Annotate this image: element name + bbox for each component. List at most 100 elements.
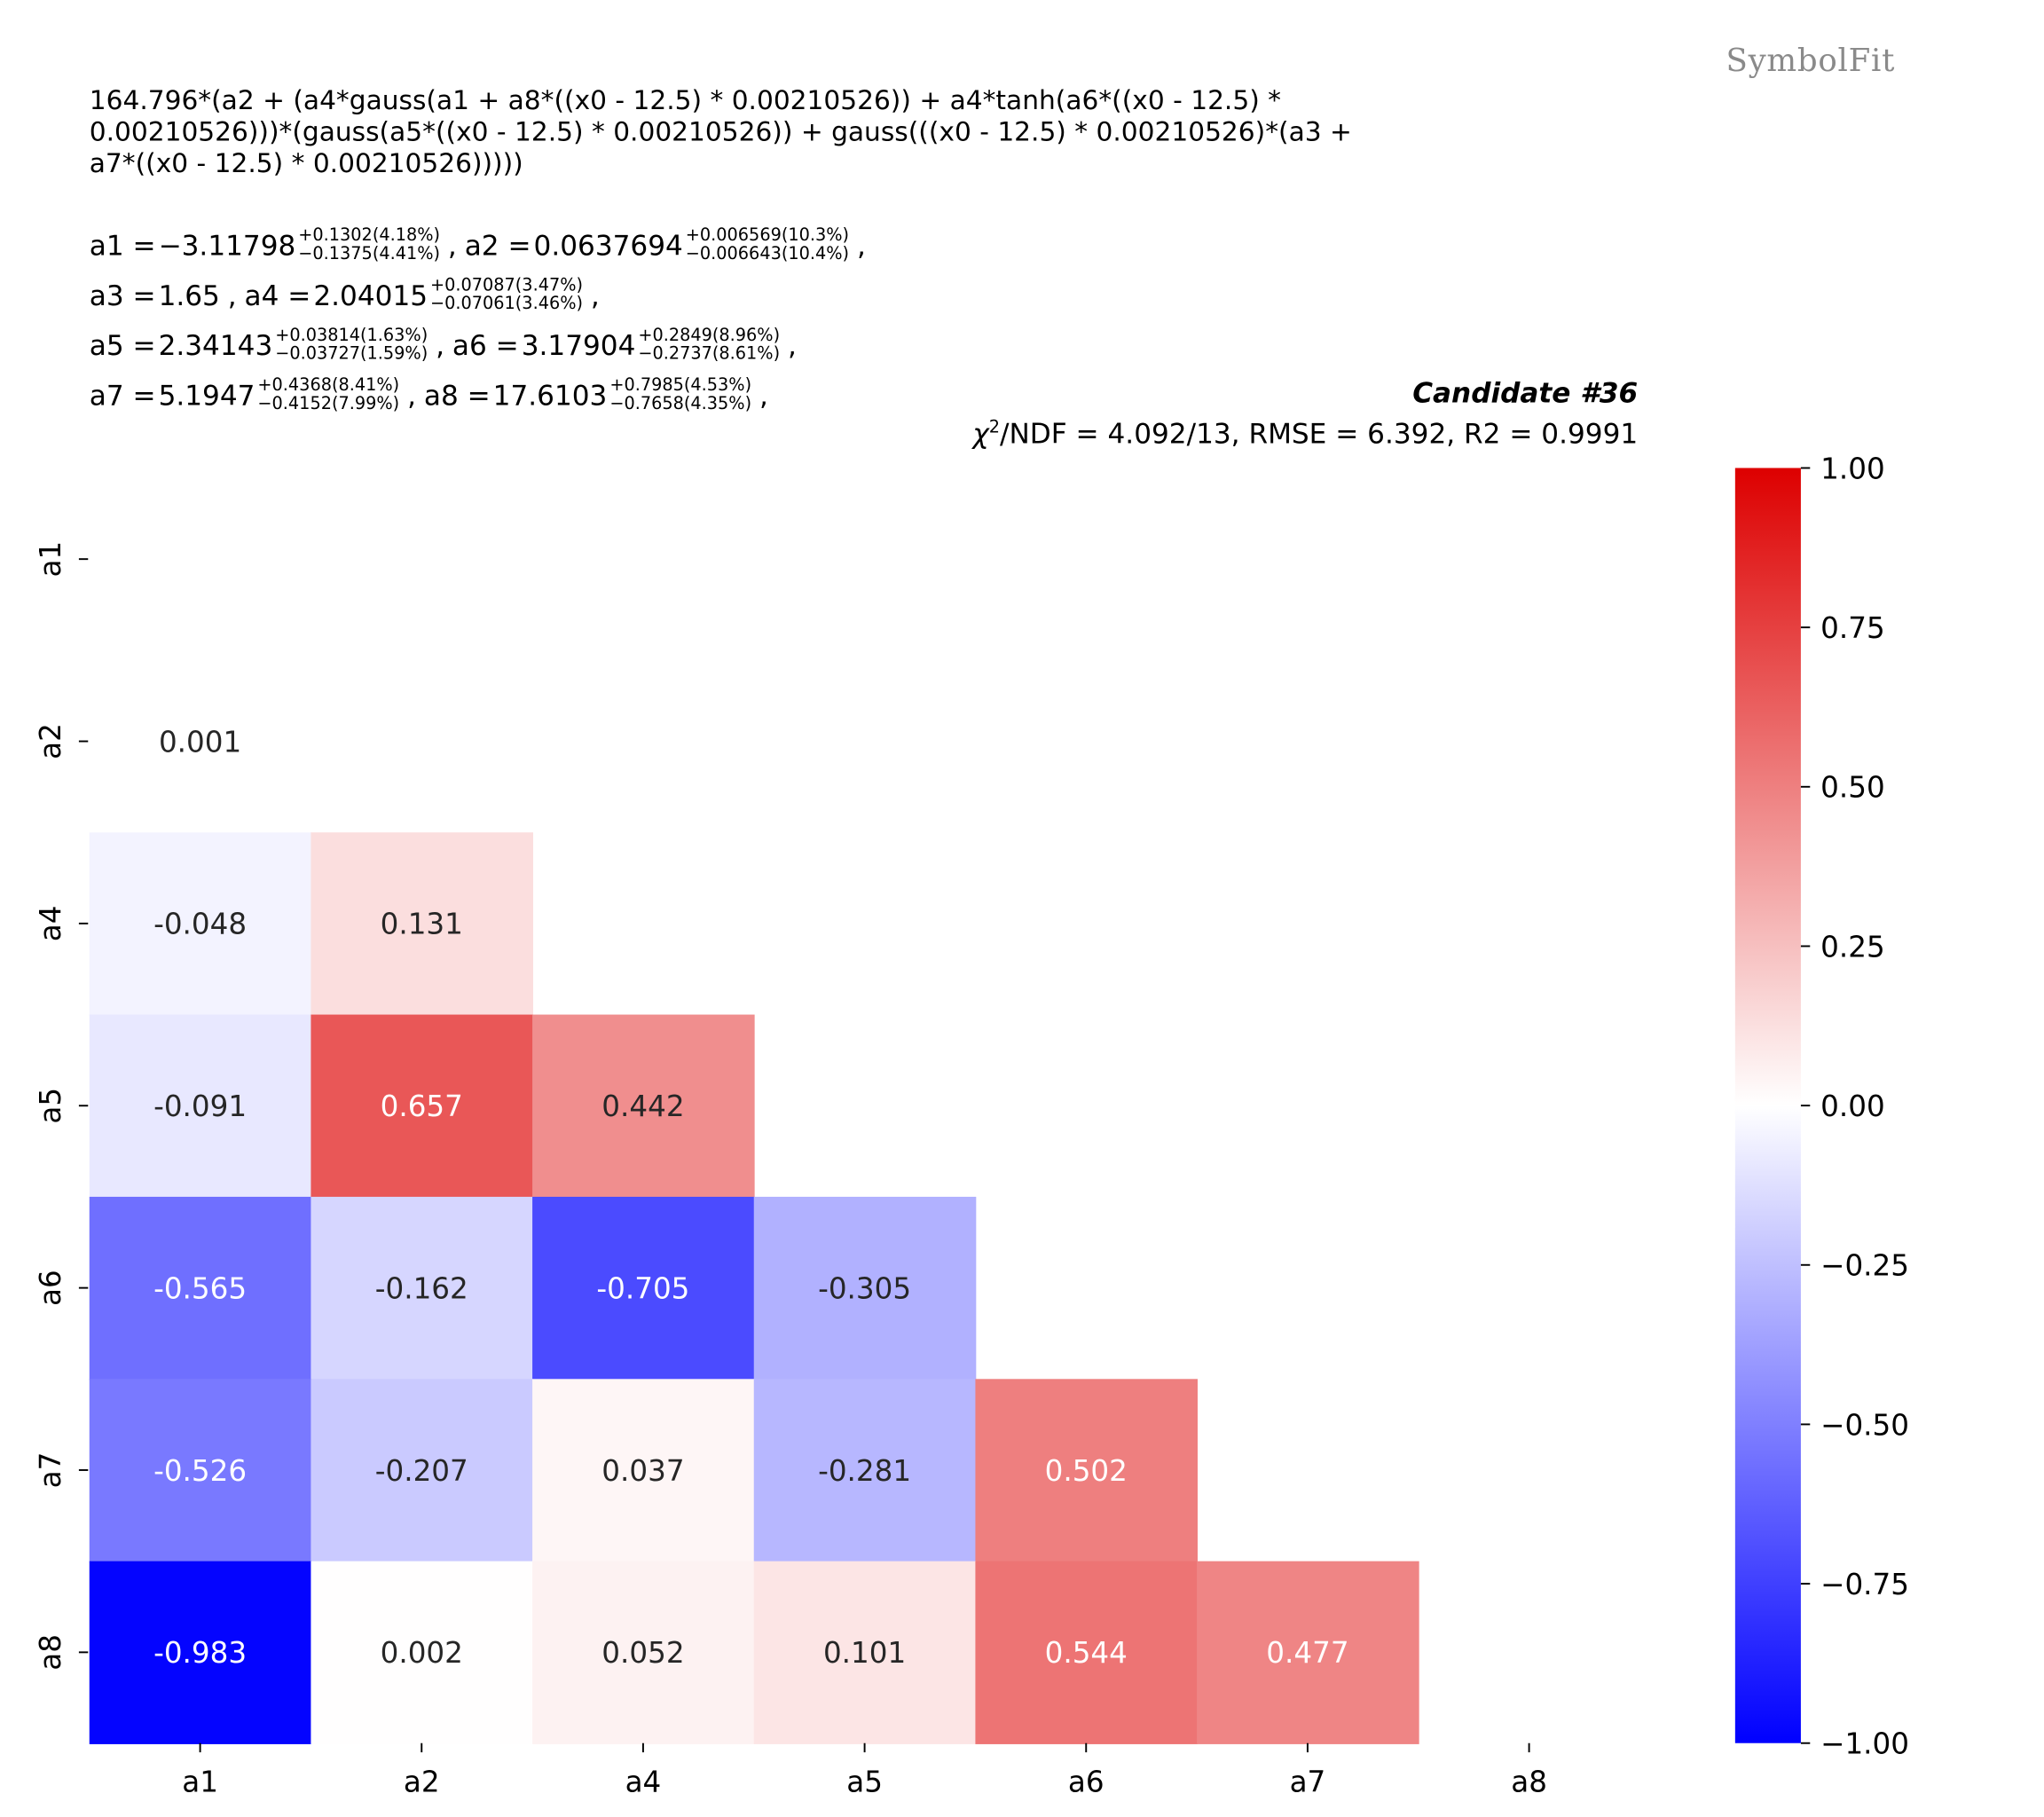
param-a1: a1 = −3.11798 +0.1302(4.18%) −0.1375(4.41%… [90, 227, 440, 264]
fit-parameters: a1 = −3.11798 +0.1302(4.18%) −0.1375(4.41%… [90, 221, 874, 421]
separator: , [227, 279, 237, 312]
param-error-up: +0.2849(8.96%) [638, 326, 781, 346]
param-error-down: −0.2737(8.61%) [638, 344, 781, 365]
x-tick-label: a7 [1290, 1766, 1326, 1799]
param-uncertainty: +0.03814(1.63%) −0.03727(1.59%) [275, 326, 428, 365]
param-error-up: +0.7985(4.53%) [609, 375, 752, 396]
param-error-down: −0.07061(3.46%) [430, 294, 584, 315]
colorbar-tick-label: 0.50 [1820, 771, 1885, 805]
colorbar-tick-label: 0.75 [1820, 611, 1885, 645]
param-value: −3.11798 [158, 230, 296, 262]
cell-value-label: 0.002 [381, 1636, 463, 1670]
heatmap-cell [975, 1379, 1198, 1562]
x-tick-label: a8 [1511, 1766, 1547, 1799]
y-tick-label: a6 [34, 1270, 67, 1306]
cell-value-label: 0.001 [159, 725, 241, 759]
param-a5: a5 = 2.34143 +0.03814(1.63%) −0.03727(1.59… [89, 326, 428, 365]
cell-value-label: -0.091 [153, 1089, 247, 1123]
fit-statistics: χ2/NDF = 4.092/13, RMSE = 6.392, R2 = 0.… [972, 418, 1638, 450]
formula-line: 164.796*(a2 + (a4*gauss(a1 + a8*((x0 - 1… [89, 83, 1282, 116]
y-tick-label: a2 [34, 723, 67, 759]
heatmap-cell [89, 1014, 312, 1198]
colorbar-tick-label: −0.50 [1820, 1408, 1909, 1442]
separator: , [856, 230, 866, 262]
param-name: a6 = [452, 329, 519, 362]
separator: , [590, 279, 600, 312]
param-name: a4 = [244, 279, 311, 312]
cell-value-label: -0.565 [153, 1271, 247, 1305]
heatmap-cell [311, 832, 533, 1016]
cell-value-label: 0.037 [601, 1454, 684, 1488]
cell-value-label: -0.705 [596, 1271, 689, 1305]
y-tick-label: a5 [34, 1088, 67, 1124]
param-uncertainty: +0.2849(8.96%) −0.2737(8.61%) [638, 326, 781, 365]
cell-value-label: 0.442 [601, 1089, 684, 1123]
cell-value-label: 0.657 [381, 1089, 463, 1123]
param-row: a7 = 5.1947 +0.4368(8.41%) −0.4152(7.99%),… [90, 371, 874, 421]
colorbar-tick-label: 0.00 [1820, 1089, 1885, 1123]
param-value: 3.17904 [521, 329, 636, 362]
heatmap-cell [311, 1561, 533, 1744]
heatmap-cell [1197, 1561, 1419, 1744]
heatmap-cell [532, 1196, 755, 1380]
param-uncertainty: +0.1302(4.18%) −0.1375(4.41%) [298, 227, 440, 264]
heatmap-cell [311, 1379, 533, 1562]
cell-value-label: -0.526 [153, 1454, 247, 1488]
y-tick-label: a8 [34, 1634, 67, 1671]
param-uncertainty: +0.7985(4.53%) −0.7658(4.35%) [609, 377, 751, 413]
param-name: a1 = [89, 230, 156, 262]
separator: , [759, 380, 768, 412]
heatmap-cell [532, 1014, 755, 1198]
param-error-down: −0.1375(4.41%) [298, 244, 441, 264]
param-row: a1 = −3.11798 +0.1302(4.18%) −0.1375(4.41%… [90, 221, 874, 271]
heatmap-cell [975, 1561, 1198, 1744]
cell-value-label: -0.048 [153, 908, 247, 941]
param-name: a5 = [89, 329, 156, 362]
y-tick-label: a1 [34, 541, 67, 578]
heatmap-cell [89, 649, 312, 834]
cell-value-label: -0.983 [153, 1636, 247, 1670]
param-uncertainty: +0.006569(10.3%) −0.006643(10.4%) [686, 227, 849, 264]
x-tick-label: a4 [625, 1766, 662, 1799]
param-a7: a7 = 5.1947 +0.4368(8.41%) −0.4152(7.99%) [90, 377, 399, 413]
param-a3: a3 = 1.65 [90, 280, 220, 312]
param-name: a2 = [464, 230, 531, 262]
colorbar-tick-label: −0.75 [1820, 1568, 1909, 1601]
heatmap-cell [311, 1014, 533, 1198]
formula-line: a7*((x0 - 12.5) * 0.00210526))))) [89, 146, 523, 179]
param-value: 17.6103 [492, 380, 608, 412]
param-value: 5.1947 [158, 380, 256, 412]
cell-value-label: -0.207 [375, 1454, 468, 1488]
heatmap-cell [89, 1196, 312, 1380]
cell-value-label: 0.131 [381, 908, 463, 941]
param-value: 0.0637694 [533, 230, 683, 262]
colorbar-gradient [1734, 468, 1801, 1743]
heatmap-cell [753, 1196, 977, 1380]
heatmap-cell [89, 832, 312, 1016]
chi-symbol: χ [972, 418, 989, 450]
param-a8: a8 = 17.6103 +0.7985(4.53%) −0.7658(4.35%) [424, 377, 751, 413]
param-a4: a4 = 2.04015 +0.07087(3.47%) −0.07061(3.46… [244, 277, 584, 315]
heatmap-cell [89, 1379, 312, 1562]
param-error-down: −0.03727(1.59%) [275, 344, 428, 365]
param-error-down: −0.006643(10.4%) [685, 244, 850, 264]
cell-value-label: 0.477 [1266, 1636, 1348, 1670]
fit-formula: 164.796*(a2 + (a4*gauss(a1 + a8*((x0 - 1… [90, 84, 1601, 179]
param-error-down: −0.4152(7.99%) [257, 394, 400, 414]
param-name: a7 = [89, 380, 156, 412]
param-error-up: +0.006569(10.3%) [685, 225, 850, 247]
heatmap-cell [532, 1379, 755, 1562]
separator: , [436, 329, 445, 362]
param-error-up: +0.4368(8.41%) [257, 375, 400, 396]
colorbar-tick-label: −1.00 [1820, 1727, 1909, 1761]
x-tick-label: a6 [1068, 1766, 1105, 1799]
param-error-up: +0.03814(1.63%) [275, 326, 428, 346]
heatmap-cell [89, 1561, 312, 1744]
y-tick-label: a7 [34, 1452, 67, 1489]
heatmap-cell [753, 1561, 977, 1744]
candidate-label: Candidate #36 [1412, 377, 1639, 409]
param-error-up: +0.1302(4.18%) [298, 225, 441, 247]
cell-value-label: 0.052 [601, 1636, 684, 1670]
